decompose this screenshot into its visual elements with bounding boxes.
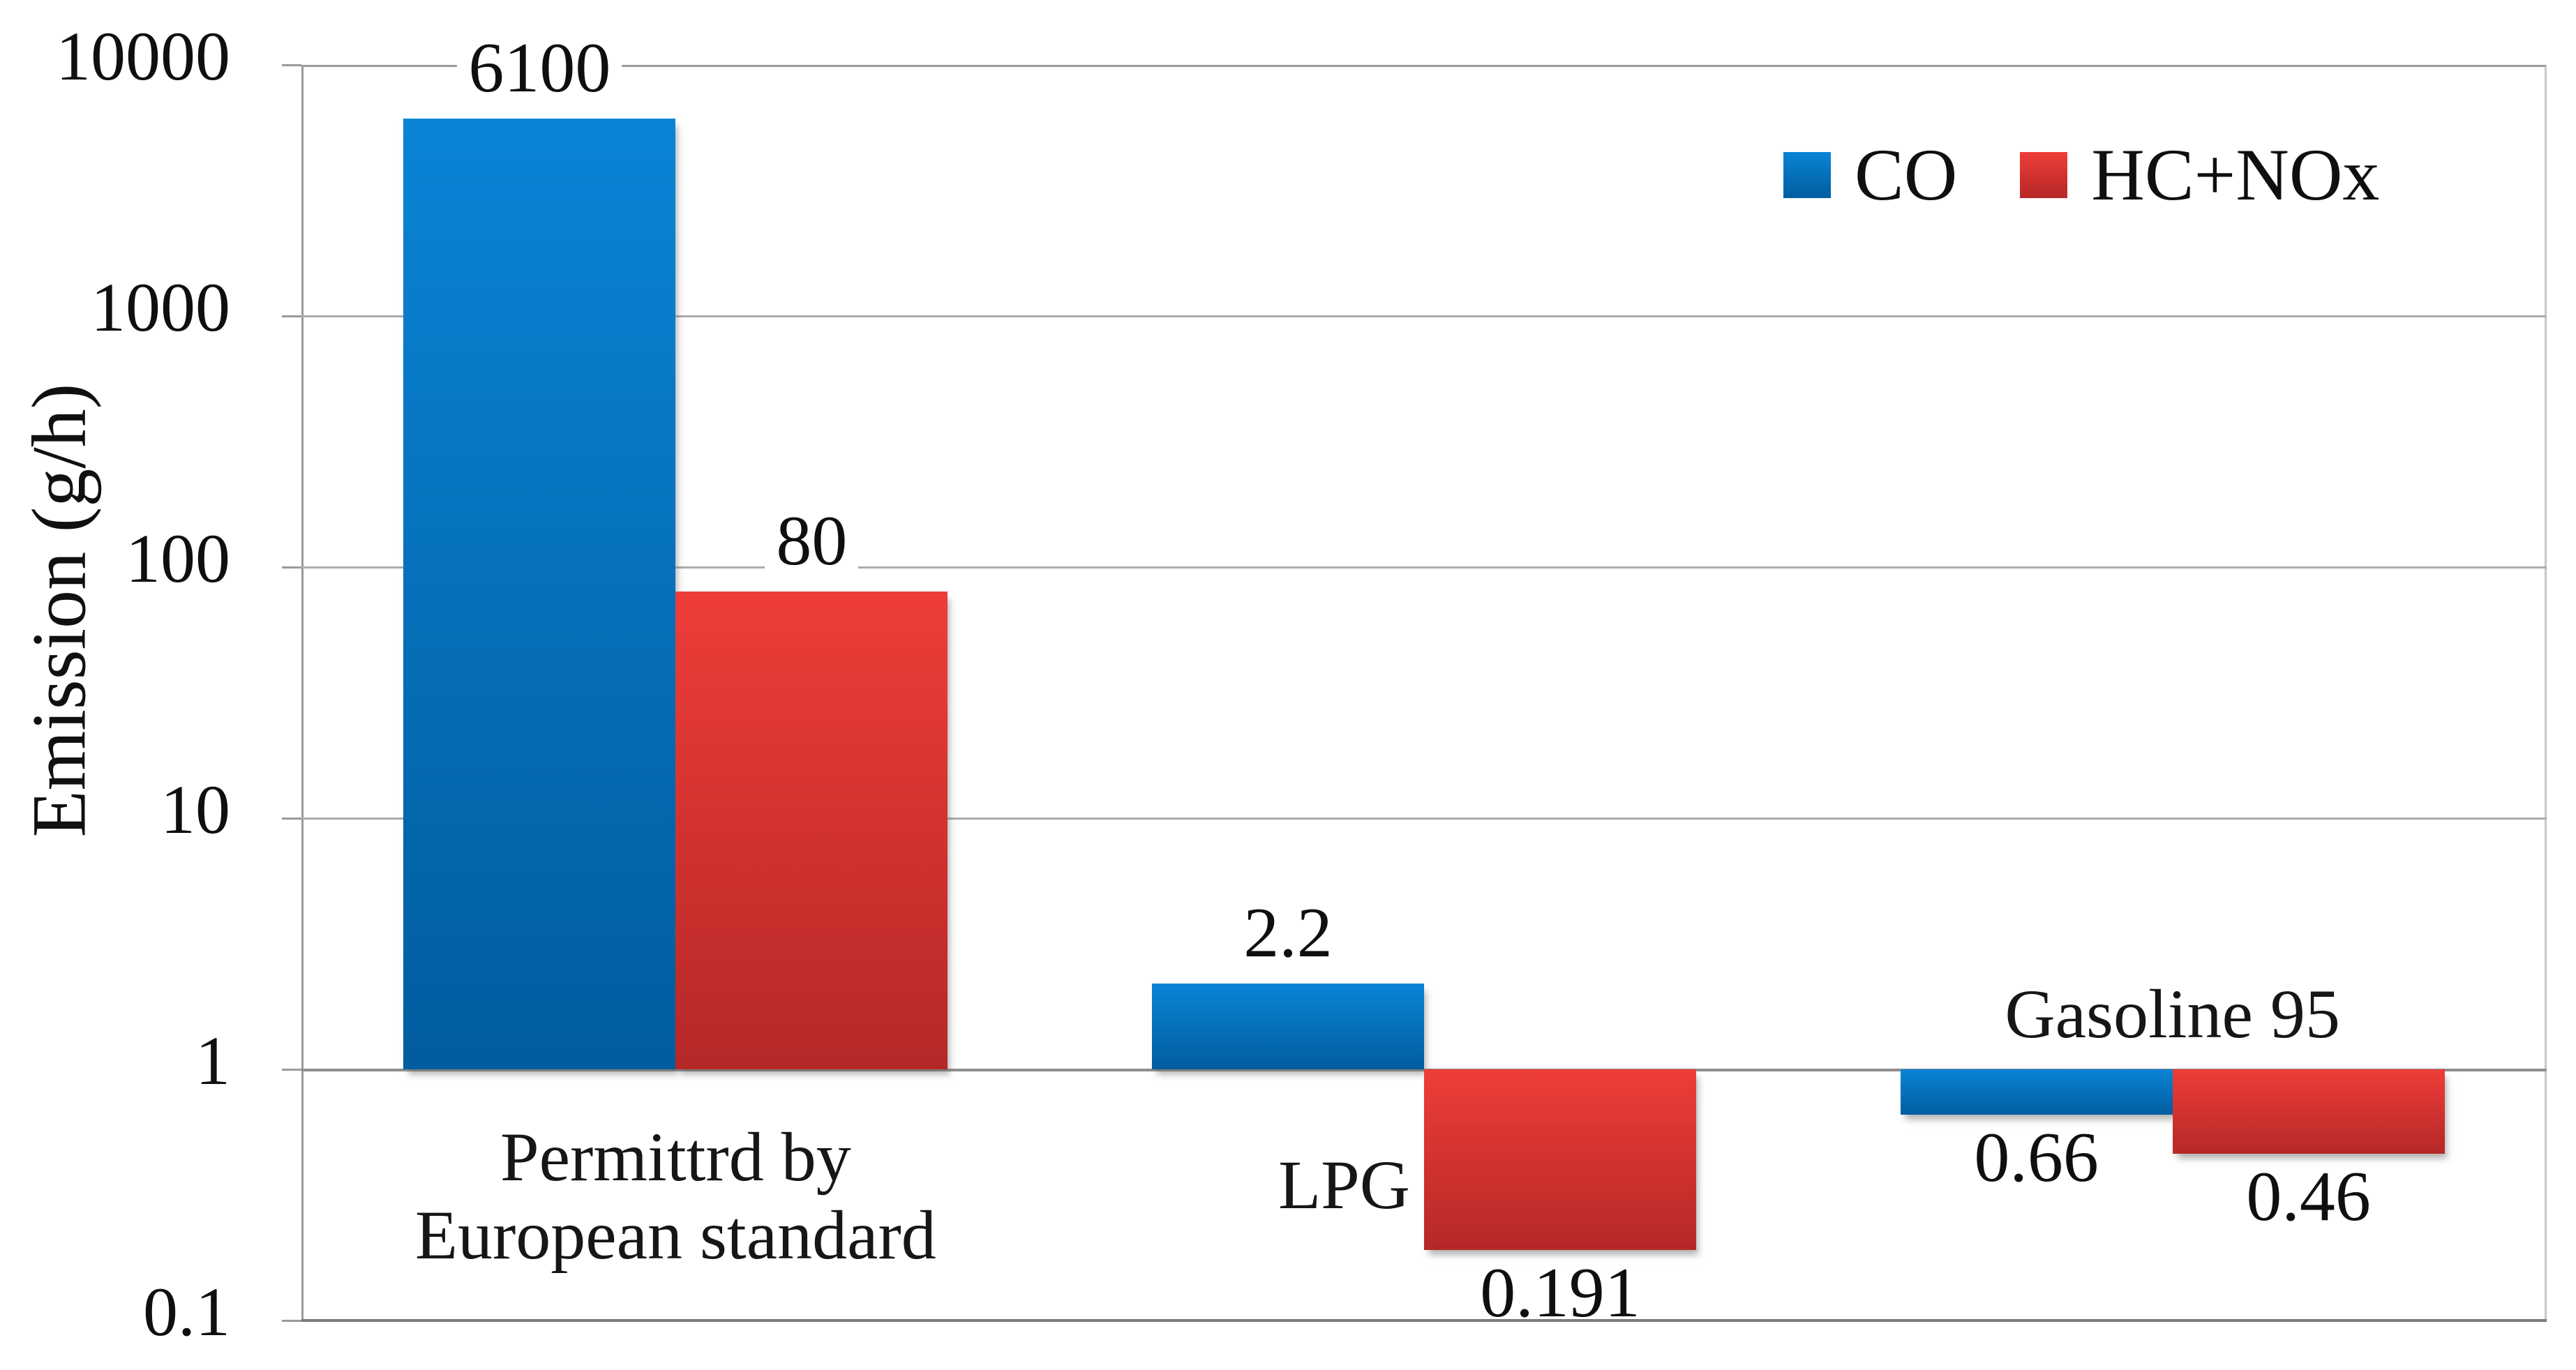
y-axis-tick-label: 100 xyxy=(126,520,230,597)
bar-hc-nox-2 xyxy=(2172,1069,2445,1154)
y-axis-tick-label: 10000 xyxy=(56,17,230,95)
legend-label: HC+NOx xyxy=(2091,134,2380,216)
y-axis-tick-label: 1 xyxy=(195,1022,230,1099)
legend-item-co: CO xyxy=(1783,133,1957,217)
y-axis-tick xyxy=(282,315,301,317)
gridline-10 xyxy=(301,817,2547,820)
data-label: 80 xyxy=(765,502,859,580)
legend-swatch-icon xyxy=(2020,152,2068,198)
x-axis-line xyxy=(301,1319,2547,1322)
data-label: 0.46 xyxy=(2246,1157,2371,1237)
y-axis-tick xyxy=(282,1068,301,1071)
legend-label: CO xyxy=(1855,134,1958,216)
bar-co-0 xyxy=(403,119,676,1069)
category-label-1: LPG xyxy=(1278,1146,1410,1224)
legend: CO HC+NOx xyxy=(1783,133,2379,218)
bar-co-2 xyxy=(1900,1069,2173,1115)
gridline-100 xyxy=(301,566,2547,569)
category-label-0: Permittrd by European standard xyxy=(414,1118,936,1274)
bar-hc-nox-0 xyxy=(675,591,948,1069)
legend-swatch-icon xyxy=(1783,152,1831,198)
data-label: 2.2 xyxy=(1232,894,1344,972)
y-axis-tick xyxy=(282,63,301,66)
bar-co-1 xyxy=(1152,983,1424,1069)
data-label: 0.66 xyxy=(1974,1117,2099,1197)
legend-item-hc-nox: HC+NOx xyxy=(2020,133,2379,217)
data-label: 0.191 xyxy=(1480,1253,1640,1332)
y-axis-tick-label: 1000 xyxy=(91,269,230,346)
plot-area-frame xyxy=(301,65,2547,1320)
y-axis-tick-label: 10 xyxy=(160,771,230,848)
gridline-1000 xyxy=(301,315,2547,317)
bar-hc-nox-1 xyxy=(1424,1069,1696,1250)
y-axis-tick xyxy=(282,1319,301,1322)
y-axis-tick xyxy=(282,817,301,820)
y-axis-tick-label: 0.1 xyxy=(143,1273,230,1350)
category-label-2: Gasoline 95 xyxy=(2005,975,2340,1053)
y-axis-tick xyxy=(282,566,301,569)
data-label: 6100 xyxy=(457,29,622,108)
